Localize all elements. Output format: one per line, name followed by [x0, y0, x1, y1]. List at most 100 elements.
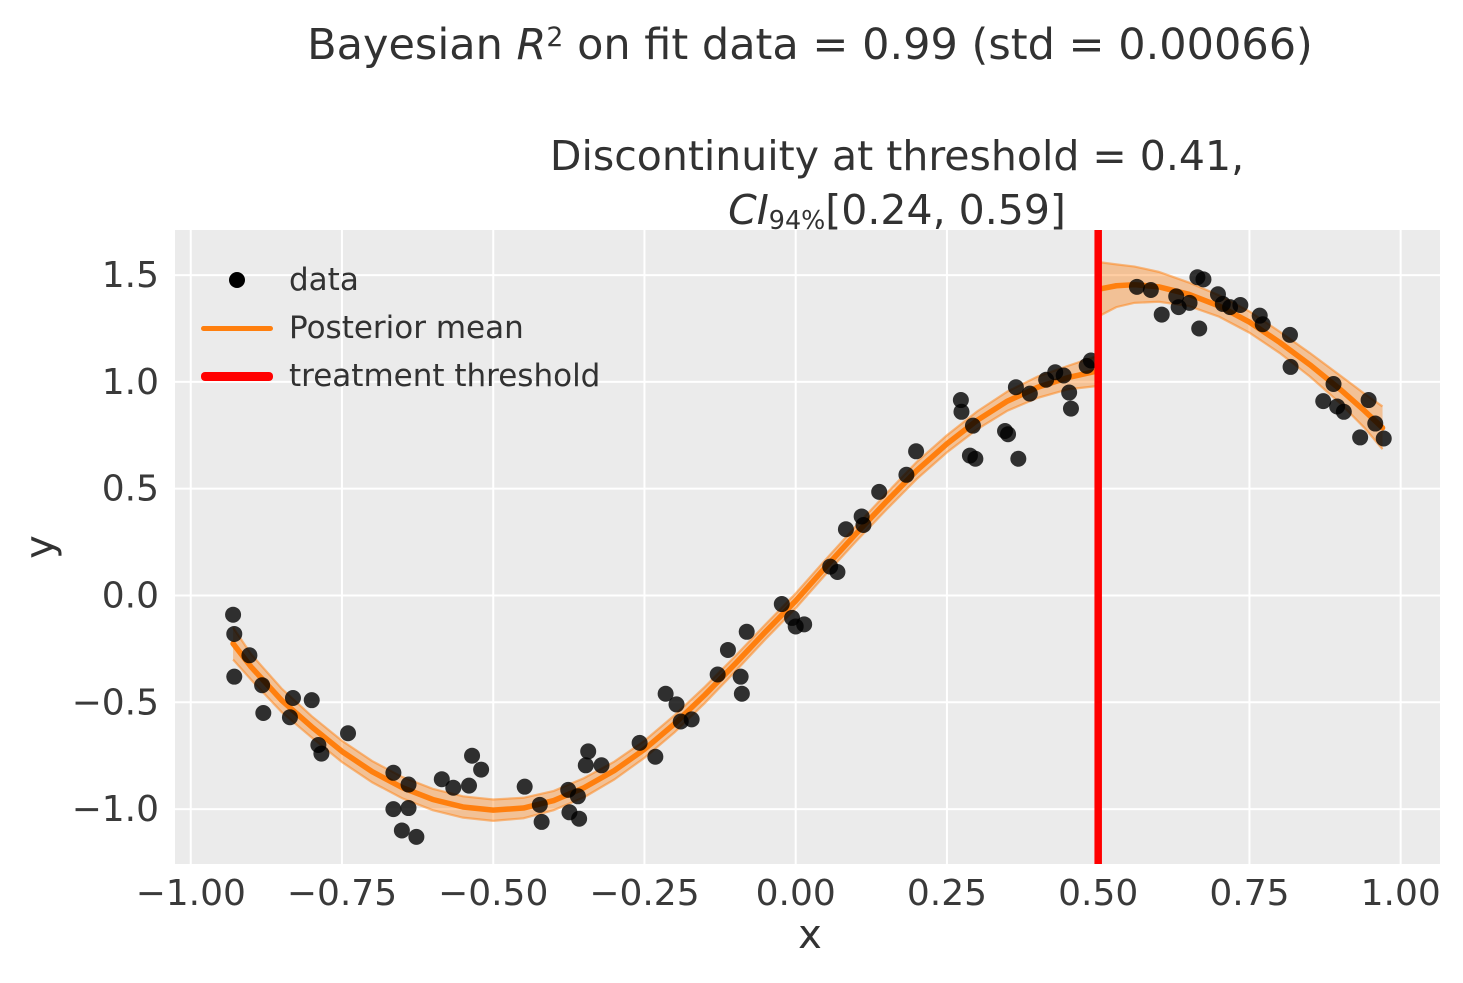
data-point [964, 417, 981, 434]
data-point [1360, 392, 1377, 409]
data-point [738, 623, 755, 640]
data-point [516, 778, 533, 795]
data-point [1153, 306, 1170, 323]
data-point [1021, 385, 1038, 402]
data-point [952, 392, 969, 409]
data-point [464, 747, 481, 764]
data-point [837, 521, 854, 538]
data-point [1062, 400, 1079, 417]
legend-item-data: data [197, 256, 600, 304]
data-point [1055, 367, 1072, 384]
data-point [1061, 384, 1078, 401]
x-tick-label: −0.50 [438, 873, 548, 914]
data-point [1254, 316, 1271, 333]
legend-item-treatment-threshold: treatment threshold [197, 352, 600, 400]
data-point [1315, 393, 1332, 410]
data-point [719, 641, 736, 658]
data-point [1335, 403, 1352, 420]
data-point [1367, 415, 1384, 432]
data-point [533, 813, 550, 830]
data-point [531, 796, 548, 813]
data-point [647, 748, 664, 765]
x-tick-label: 0.00 [756, 873, 836, 914]
data-point [709, 666, 726, 683]
data-point [284, 690, 301, 707]
y-tick-label: 1.5 [102, 255, 159, 296]
treatment-threshold-line-icon [201, 371, 273, 381]
y-axis-label: y [17, 535, 63, 559]
plot-background [175, 230, 1440, 864]
x-tick-label: −0.25 [589, 873, 699, 914]
data-point [303, 692, 320, 709]
posterior-mean-line [230, 368, 1100, 813]
data-point [829, 563, 846, 580]
data-point [871, 483, 888, 500]
data-point [1181, 294, 1198, 311]
data-point [385, 764, 402, 781]
data-point [393, 822, 410, 839]
data-point [569, 788, 586, 805]
data-point [473, 761, 490, 778]
data-point [408, 828, 425, 845]
data-point [1352, 429, 1369, 446]
data-point [732, 668, 749, 685]
data-point [281, 709, 298, 726]
credible-band-edge [232, 355, 1097, 801]
data-point [241, 647, 258, 664]
data-point [385, 801, 402, 818]
x-tick-label: 0.75 [1209, 873, 1289, 914]
legend-item-posterior-mean: Posterior mean [197, 304, 600, 352]
credible-band [1100, 262, 1383, 450]
legend: data Posterior mean treatment threshold [197, 256, 600, 400]
axes-title-line2: CI94%[0.24, 0.59] [728, 186, 1066, 235]
data-point [1128, 278, 1145, 295]
x-tick-label: −1.00 [136, 873, 246, 914]
data-point [400, 800, 417, 817]
y-tick-label: 0.0 [102, 575, 159, 616]
y-tick-label: −1.0 [72, 789, 159, 830]
r-exponent: 2 [546, 21, 564, 53]
data-point [254, 677, 271, 694]
data-point [1000, 426, 1017, 443]
data-point [631, 734, 648, 751]
data-point [1191, 320, 1208, 337]
legend-label-data: data [289, 262, 359, 298]
data-point [1232, 296, 1249, 313]
data-point [657, 685, 674, 702]
data-point [313, 745, 330, 762]
data-point [683, 711, 700, 728]
x-axis-label: x [798, 912, 822, 958]
data-point [225, 606, 242, 623]
legend-label-treatment-threshold: treatment threshold [289, 358, 601, 394]
r-symbol: R [516, 20, 547, 70]
data-marker-icon [229, 272, 245, 288]
data-point [1325, 376, 1342, 393]
data-point [340, 725, 357, 742]
data-point [1007, 379, 1024, 396]
data-point [668, 696, 685, 713]
y-tick-label: −0.5 [72, 682, 159, 723]
y-tick-label: 1.0 [102, 362, 159, 403]
axes-title-line1: Discontinuity at threshold = 0.41, [549, 132, 1245, 180]
ci-level: 94% [768, 204, 826, 235]
data-point [580, 743, 597, 760]
data-point [773, 596, 790, 613]
data-point [1142, 282, 1159, 299]
x-tick-label: 0.25 [907, 873, 987, 914]
x-tick-label: 0.50 [1058, 873, 1138, 914]
data-point [1010, 450, 1027, 467]
data-point [226, 625, 243, 642]
data-point [1195, 271, 1212, 288]
data-point [796, 616, 813, 633]
data-point [967, 450, 984, 467]
data-point [255, 704, 272, 721]
x-tick-label: 1.00 [1361, 873, 1441, 914]
data-point [226, 668, 243, 685]
data-point [1281, 326, 1298, 343]
data-point [855, 516, 872, 533]
legend-label-posterior-mean: Posterior mean [289, 310, 524, 346]
data-point [445, 779, 462, 796]
data-point [1282, 358, 1299, 375]
